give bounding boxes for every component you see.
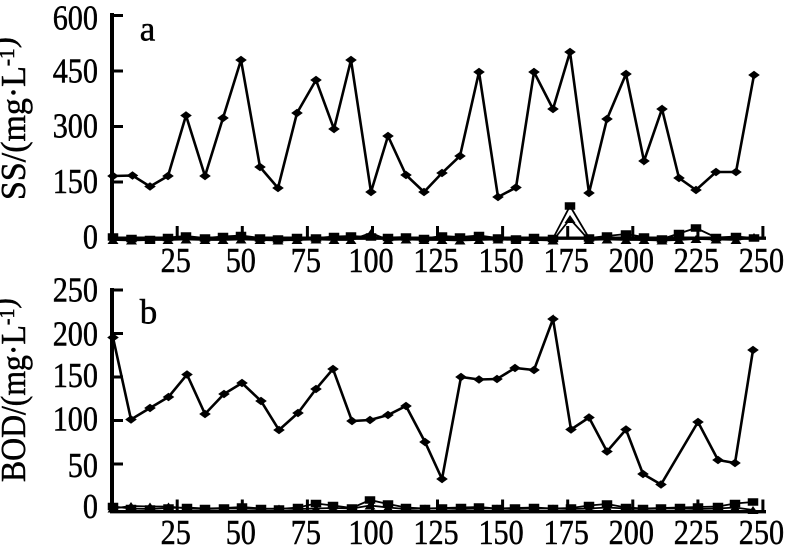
svg-text:100: 100 [53, 400, 98, 439]
svg-text:200: 200 [53, 315, 98, 354]
svg-text:125: 125 [413, 241, 458, 280]
svg-text:50: 50 [68, 446, 98, 485]
svg-text:100: 100 [348, 241, 393, 280]
svg-text:50: 50 [226, 513, 256, 549]
svg-text:175: 175 [544, 513, 589, 549]
svg-text:25: 25 [161, 513, 191, 549]
svg-text:150: 150 [53, 162, 98, 201]
svg-text:150: 150 [478, 241, 523, 280]
svg-text:250: 250 [739, 241, 784, 280]
svg-text:450: 450 [53, 52, 98, 91]
svg-text:225: 225 [674, 241, 719, 280]
svg-text:100: 100 [348, 513, 393, 549]
svg-text:0: 0 [83, 218, 98, 257]
svg-text:300: 300 [53, 107, 98, 146]
svg-text:b: b [140, 293, 158, 332]
svg-text:125: 125 [413, 513, 458, 549]
svg-text:150: 150 [478, 513, 523, 549]
svg-text:a: a [140, 10, 156, 49]
svg-text:150: 150 [53, 356, 98, 395]
svg-text:175: 175 [544, 241, 589, 280]
svg-text:50: 50 [226, 241, 256, 280]
svg-text:75: 75 [291, 513, 321, 549]
svg-text:200: 200 [609, 513, 654, 549]
svg-text:25: 25 [161, 241, 191, 280]
svg-text:BOD/(mg·L-1): BOD/(mg·L-1) [0, 298, 33, 482]
svg-text:600: 600 [53, 0, 98, 38]
svg-text:200: 200 [609, 241, 654, 280]
svg-text:75: 75 [291, 241, 321, 280]
svg-text:250: 250 [53, 271, 98, 310]
svg-text:0: 0 [83, 487, 98, 526]
svg-text:250: 250 [739, 513, 784, 549]
svg-text:225: 225 [674, 513, 719, 549]
